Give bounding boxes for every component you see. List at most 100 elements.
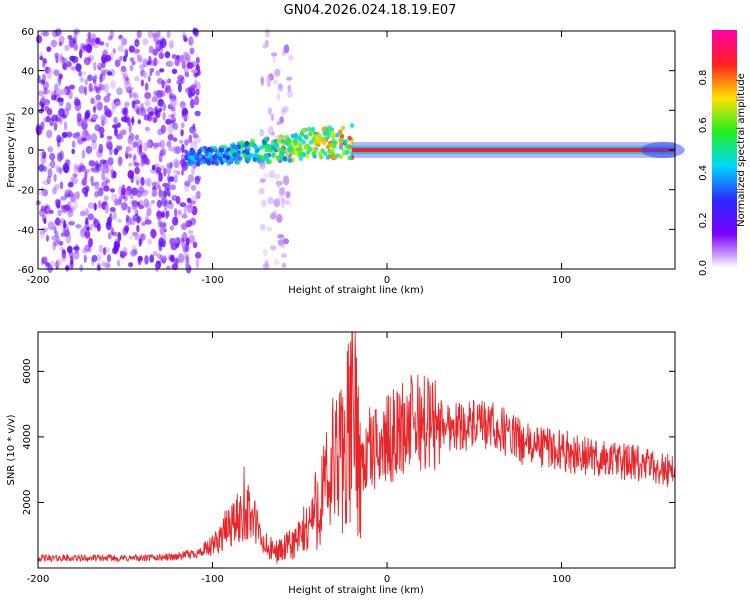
- spectrogram-cell: [274, 68, 281, 77]
- spectrogram-cell: [40, 205, 45, 212]
- spectrogram-cell: [162, 111, 166, 121]
- spectrogram-cell: [125, 214, 130, 223]
- spectrogram-cell: [173, 122, 179, 131]
- spectrogram-cell: [183, 114, 190, 120]
- spectrogram-cell: [71, 140, 76, 148]
- spectrogram-cell: [169, 98, 176, 109]
- spectrogram-cell: [157, 184, 161, 190]
- spectrogram-cell: [93, 202, 97, 211]
- spectrogram-cell: [100, 69, 107, 76]
- spectrogram-cell: [46, 46, 52, 52]
- spectrogram-cell: [127, 206, 132, 214]
- spectrogram-cell: [148, 45, 154, 54]
- spectrogram-cell: [265, 28, 270, 38]
- spectrogram-cell: [53, 173, 57, 183]
- spectrogram-cell: [183, 220, 188, 226]
- spectrogram-cell: [256, 158, 261, 164]
- spectrogram-cell: [276, 156, 281, 161]
- spectrogram-cell: [128, 162, 133, 167]
- spectrogram-cell: [109, 146, 113, 156]
- spectrogram-cell: [144, 99, 151, 107]
- spectrogram-cell: [171, 216, 179, 226]
- spectrogram-cell: [262, 140, 268, 146]
- spectrogram-cell: [106, 216, 112, 227]
- spectrogram-cell: [67, 181, 74, 188]
- spectrogram-cell: [97, 187, 104, 197]
- spectrogram-cell: [65, 131, 73, 138]
- spectrogram-cell: [65, 102, 72, 112]
- spectrogram-cell: [107, 157, 114, 166]
- spectrogram-cell: [113, 240, 121, 250]
- spectrogram-cell: [195, 161, 201, 167]
- spectrogram-cell: [158, 237, 164, 247]
- spectrogram-cell: [103, 195, 109, 202]
- spectrogram-cell: [55, 217, 61, 226]
- spectrogram-cell: [149, 71, 153, 77]
- spectrogram-cell: [156, 253, 161, 259]
- spectrogram-cell: [120, 129, 127, 136]
- spectrogram-cell: [98, 143, 104, 154]
- spectrogram-cell: [298, 156, 304, 161]
- spectrogram-cell: [41, 214, 47, 222]
- spectrogram-cell: [155, 70, 161, 77]
- y-tick-label: -20: [18, 186, 34, 197]
- spectrogram-cell: [331, 143, 336, 149]
- spectrogram-cell: [119, 55, 123, 62]
- spectrogram-cell: [84, 112, 90, 119]
- spectrogram-cell: [277, 83, 284, 92]
- spectrogram-cell: [270, 52, 278, 57]
- spectrogram-cell: [266, 226, 273, 232]
- spectrogram-cell: [282, 106, 289, 113]
- spectrogram-cell: [75, 63, 82, 72]
- spectrogram-cell: [331, 138, 336, 144]
- spectrogram-cell: [253, 144, 258, 150]
- spectrogram-cell: [55, 260, 59, 270]
- spectrogram-cell: [152, 250, 158, 257]
- spectrogram-cell: [79, 164, 86, 172]
- colorbar-tick-label: 0.8: [698, 70, 709, 86]
- spectrogram-cell: [94, 74, 98, 81]
- spectrogram-cell: [60, 253, 67, 262]
- spectrogram-cell: [277, 239, 285, 247]
- spectrogram-cell: [343, 139, 349, 145]
- spectrogram-cell: [218, 156, 223, 161]
- spectrogram-cell: [165, 210, 170, 218]
- spectrogram-cell: [112, 48, 117, 54]
- spectrogram-cell: [120, 65, 127, 72]
- spectrogram-cell: [304, 135, 309, 140]
- spectrogram-cell: [98, 41, 105, 46]
- spectrogram-cell: [123, 48, 129, 56]
- spectrogram-cell: [84, 129, 89, 136]
- spectrogram-cell: [142, 38, 149, 46]
- chart-title: GN04.2026.024.18.19.E07: [284, 3, 457, 18]
- spectrogram-cell: [259, 178, 266, 183]
- spectrogram-cell: [147, 75, 151, 82]
- spectrogram-cell: [184, 180, 191, 187]
- spectrogram-cell: [57, 209, 62, 217]
- spectrogram-cell: [55, 235, 61, 244]
- x-tick-label: -200: [27, 275, 50, 286]
- x-tick-label: 100: [552, 275, 571, 286]
- spectrogram-cell: [105, 179, 111, 184]
- spectrogram-cell: [162, 182, 169, 188]
- spectrogram-cell: [194, 135, 202, 144]
- spectrogram-cell: [209, 148, 214, 154]
- spectrogram-cell: [99, 159, 107, 165]
- spectrogram-cell: [137, 57, 142, 62]
- spectrogram-cell: [149, 254, 155, 263]
- spectrogram-cell: [133, 162, 140, 167]
- spectrogram-cell: [86, 226, 90, 231]
- spectrogram-cell: [79, 48, 83, 59]
- spectrogram-cell: [167, 124, 174, 135]
- y-tick-label: 60: [21, 27, 34, 38]
- spectrogram-cell: [41, 256, 48, 265]
- spectrogram-cell: [269, 245, 277, 251]
- spectrogram-cell: [91, 114, 99, 120]
- spectrogram-cell: [195, 190, 201, 200]
- spectrogram-cell: [76, 112, 82, 123]
- spectrogram-cell: [179, 54, 184, 63]
- spectrogram-cell: [128, 153, 132, 159]
- spectrogram-cell: [76, 136, 83, 141]
- spectrogram-cell: [35, 190, 42, 196]
- spectrogram-cell: [175, 146, 180, 155]
